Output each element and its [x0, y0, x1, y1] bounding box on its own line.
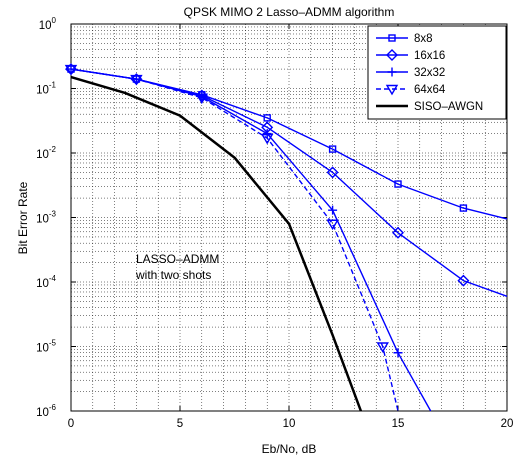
- legend-marker: [386, 49, 398, 61]
- legend-entry: 16x16: [376, 49, 445, 62]
- series: [64, 63, 508, 412]
- data-point: [392, 226, 404, 239]
- y-tick-label: 10-3: [36, 210, 56, 226]
- legend-marker: [385, 84, 399, 96]
- x-axis-label: Eb/No, dB: [262, 442, 317, 456]
- data-point: [326, 166, 339, 179]
- y-axis-label: Bit Error Rate: [16, 181, 30, 254]
- annotation-line-1: LASSO–ADMM: [136, 252, 219, 266]
- legend-entry: SISO–AWGN: [376, 101, 483, 113]
- legend-label: 8x8: [414, 33, 433, 45]
- data-point: [195, 93, 209, 105]
- y-tick-label: 10-5: [36, 339, 56, 355]
- legend-label: 64x64: [414, 84, 446, 96]
- data-point: [130, 74, 143, 86]
- annotation-line-2: with two shots: [135, 268, 211, 282]
- data-point: [262, 129, 272, 139]
- legend-entry: 8x8: [376, 33, 433, 45]
- chart-title: QPSK MIMO 2 Lasso–ADMM algorithm: [184, 5, 395, 19]
- legend-label: 16x16: [414, 50, 445, 62]
- y-tick-label: 100: [39, 16, 57, 32]
- x-tick-label: 5: [177, 418, 183, 430]
- data-point: [328, 145, 337, 153]
- legend-entry: 32x32: [376, 67, 445, 79]
- grid: [71, 24, 507, 411]
- x-tick-label: 10: [283, 418, 296, 430]
- data-point: [326, 219, 339, 231]
- legend-label: SISO–AWGN: [414, 101, 483, 113]
- data-point: [263, 114, 271, 122]
- legend-entry: 64x64: [376, 84, 446, 96]
- series-siso-awgn: [70, 75, 363, 412]
- data-point: [459, 204, 468, 212]
- axis-ticks: 0 5 10 15 20 10-6 10-5 10-4 10-3 10-2 10-1 100: [36, 16, 513, 430]
- annotation: LASSO–ADMM with two shots: [135, 252, 219, 282]
- data-point: [376, 342, 389, 353]
- y-tick-label: 10-6: [36, 403, 56, 419]
- y-tick-label: 10-4: [36, 274, 56, 290]
- legend-marker: [387, 67, 397, 77]
- data-point: [457, 274, 470, 287]
- data-point: [328, 205, 338, 215]
- legend: 8x8 16x16 32x32 64x64 SISO–AWGN: [367, 25, 507, 120]
- y-tick-label: 10-1: [36, 81, 56, 97]
- data-point: [64, 64, 78, 76]
- legend-marker: [388, 34, 396, 42]
- data-point: [260, 133, 274, 145]
- x-tick-label: 15: [392, 418, 405, 430]
- data-point: [394, 180, 402, 188]
- series-line: [70, 68, 399, 412]
- legend-label: 32x32: [414, 67, 445, 79]
- data-point: [393, 348, 403, 358]
- series-64x64: [64, 64, 399, 412]
- x-tick-label: 20: [501, 418, 514, 430]
- y-tick-label: 10-2: [36, 145, 56, 161]
- x-tick-label: 0: [68, 418, 74, 430]
- series-line: [70, 75, 363, 412]
- series-line: [70, 68, 432, 412]
